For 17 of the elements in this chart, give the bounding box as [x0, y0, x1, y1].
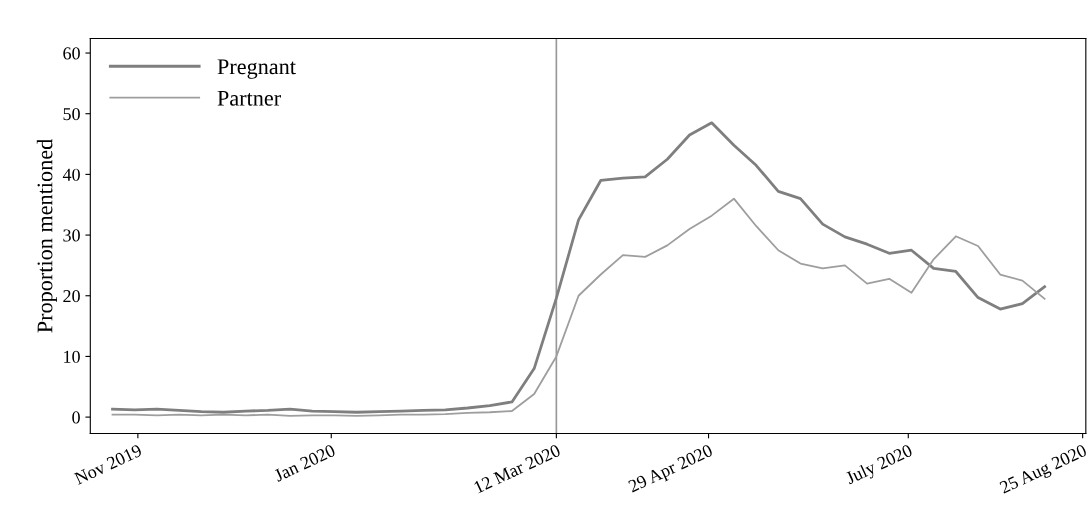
y-axis-title: Proportion mentioned — [36, 139, 57, 333]
y-tick-label: 20 — [63, 290, 80, 303]
x-tick-label: 29 Apr 2020 — [627, 443, 715, 496]
y-tick-label: 30 — [63, 229, 80, 242]
x-tick-label: 12 Mar 2020 — [473, 443, 562, 494]
legend-label: Pregnant — [217, 59, 296, 79]
x-tick-label: July 2020 — [844, 443, 915, 488]
y-tick-label: 10 — [64, 350, 80, 363]
y-tick-label: 50 — [63, 107, 80, 121]
y-tick-label: 40 — [62, 168, 80, 181]
y-tick-label: 0 — [72, 411, 80, 424]
legend-label: Partner — [217, 90, 281, 106]
y-tick-label: 60 — [63, 47, 80, 60]
line-series — [111, 121, 1046, 414]
x-tick-label: Nov 2019 — [73, 443, 143, 485]
x-tick-label: 25 Aug 2020 — [999, 443, 1088, 498]
x-tick-label: Jan 2020 — [273, 443, 336, 482]
